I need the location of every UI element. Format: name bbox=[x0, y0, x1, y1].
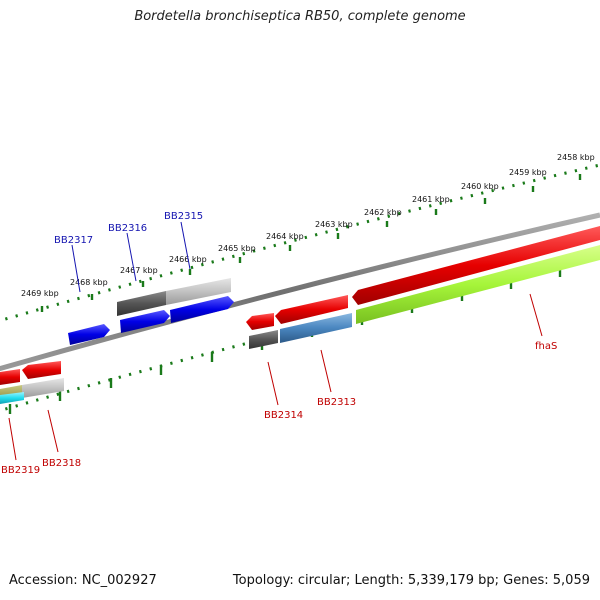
gene-arrow-bb2318[interactable] bbox=[22, 361, 61, 379]
label-leaders-top bbox=[71, 221, 191, 293]
gene-label-bb2317: BB2317 bbox=[54, 235, 93, 246]
leader-line bbox=[8, 417, 17, 461]
scale-label: 2460 kbp bbox=[461, 182, 499, 191]
leader-line bbox=[320, 349, 332, 393]
cog-bar-left-cyan[interactable] bbox=[0, 392, 24, 404]
gene-label-bb2316: BB2316 bbox=[108, 223, 147, 234]
leader-line bbox=[529, 293, 543, 337]
cog-bar-gray-dark[interactable] bbox=[249, 330, 278, 349]
gene-arrow-bb2313[interactable] bbox=[275, 295, 348, 324]
gene-arrow-bb2316[interactable] bbox=[120, 310, 170, 333]
gene-label-bb2314: BB2314 bbox=[264, 410, 303, 421]
scale-label: 2459 kbp bbox=[509, 168, 547, 177]
scale-label: 2464 kbp bbox=[266, 232, 304, 241]
gene-arrow-bb2314[interactable] bbox=[246, 313, 274, 330]
scale-label: 2469 kbp bbox=[21, 289, 59, 298]
leader-line bbox=[71, 244, 81, 293]
scale-label: 2467 kbp bbox=[120, 266, 158, 275]
scale-label: 2468 kbp bbox=[70, 278, 108, 287]
scale-label: 2463 kbp bbox=[315, 220, 353, 229]
gene-arrow-bb2319[interactable] bbox=[0, 369, 20, 385]
cog-bar-steel-blue[interactable] bbox=[280, 313, 352, 343]
gene-label-bb2319: BB2319 bbox=[1, 465, 40, 476]
scale-label: 2461 kbp bbox=[412, 195, 450, 204]
leader-line bbox=[180, 221, 191, 270]
outer-major-ticks bbox=[40, 174, 582, 312]
cog-bar-lime[interactable] bbox=[356, 245, 600, 324]
gene-arrow-bb2315[interactable] bbox=[170, 296, 234, 323]
gene-label-bb2313: BB2313 bbox=[317, 397, 356, 408]
cog-bar-left-gray[interactable] bbox=[22, 378, 64, 398]
gene-label-bb2318: BB2318 bbox=[42, 458, 81, 469]
scale-label: 2458 kbp bbox=[557, 153, 595, 162]
scale-label: 2465 kbp bbox=[218, 244, 256, 253]
genome-backbone bbox=[0, 212, 600, 372]
label-leaders-bottom bbox=[8, 293, 543, 461]
scale-label: 2462 kbp bbox=[364, 208, 402, 217]
gene-label-bb2315: BB2315 bbox=[164, 211, 203, 222]
gene-bar-gray-dark[interactable] bbox=[117, 291, 166, 316]
gene-label-fhas: fhaS bbox=[535, 341, 557, 352]
leader-line bbox=[47, 409, 59, 453]
leader-line bbox=[267, 361, 279, 406]
genome-summary-text: Topology: circular; Length: 5,339,179 bp… bbox=[232, 573, 590, 588]
gene-arrow-fhas[interactable] bbox=[352, 226, 600, 305]
gene-arrow-bb2317[interactable] bbox=[68, 324, 110, 345]
leader-line bbox=[126, 232, 137, 282]
gene-bar-gray-light[interactable] bbox=[166, 278, 231, 305]
map-title: Bordetella bronchiseptica RB50, complete… bbox=[134, 9, 466, 24]
accession-text: Accession: NC_002927 bbox=[9, 573, 157, 588]
